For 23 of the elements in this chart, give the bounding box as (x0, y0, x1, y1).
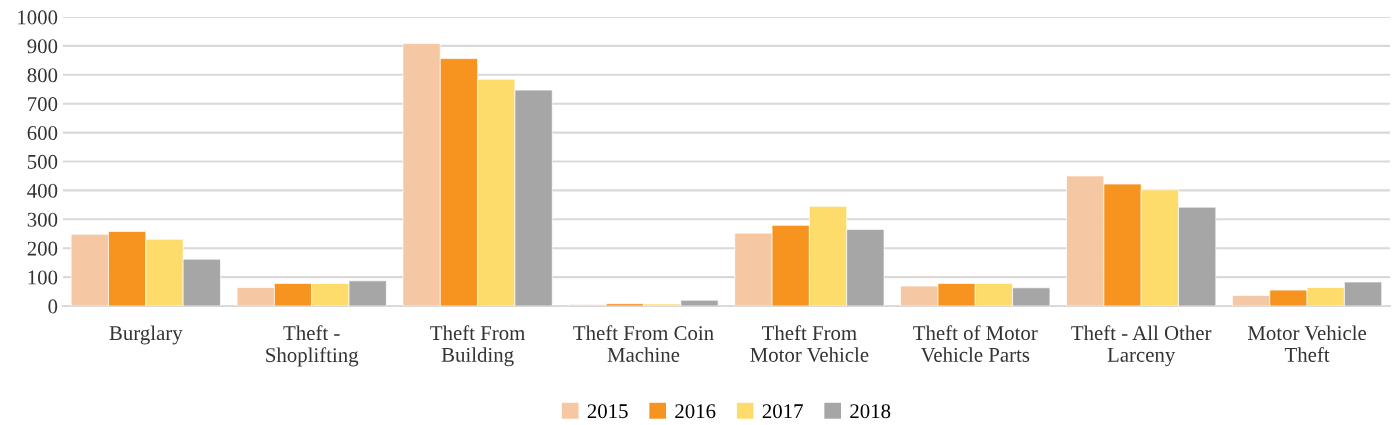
x-tick-label: Theft of Motor Vehicle Parts (913, 325, 1038, 362)
legend-label: 2017 (762, 404, 803, 419)
y-tick-label: 0 (48, 299, 58, 314)
y-tick-label: 1000 (18, 10, 58, 25)
y-tick-label: 300 (27, 212, 58, 227)
y-tick-label: 800 (27, 68, 58, 83)
y-tick-label: 100 (28, 270, 58, 285)
y-tick-label: 700 (28, 97, 58, 112)
legend-label: 2015 (587, 404, 628, 419)
x-tick-label: Theft From Coin Machine (573, 325, 714, 362)
x-tick-label: Burglary (109, 325, 183, 345)
x-tick-label: Motor Vehicle Theft (1247, 325, 1367, 362)
x-tick-label: Theft - All Other Larceny (1071, 325, 1212, 367)
x-tick-label: Theft - Shoplifting (266, 325, 359, 367)
y-tick-label: 900 (27, 39, 58, 54)
x-tick-label: Theft From Motor Vehicle (750, 325, 869, 362)
legend-label: 2018 (850, 404, 891, 419)
y-tick-label: 200 (27, 241, 58, 256)
y-tick-label: 500 (27, 154, 58, 169)
y-tick-label: 600 (27, 125, 58, 141)
y-tick-label: 400 (27, 183, 58, 198)
legend-label: 2016 (675, 404, 716, 419)
x-tick-label: Theft From Building (430, 325, 526, 367)
